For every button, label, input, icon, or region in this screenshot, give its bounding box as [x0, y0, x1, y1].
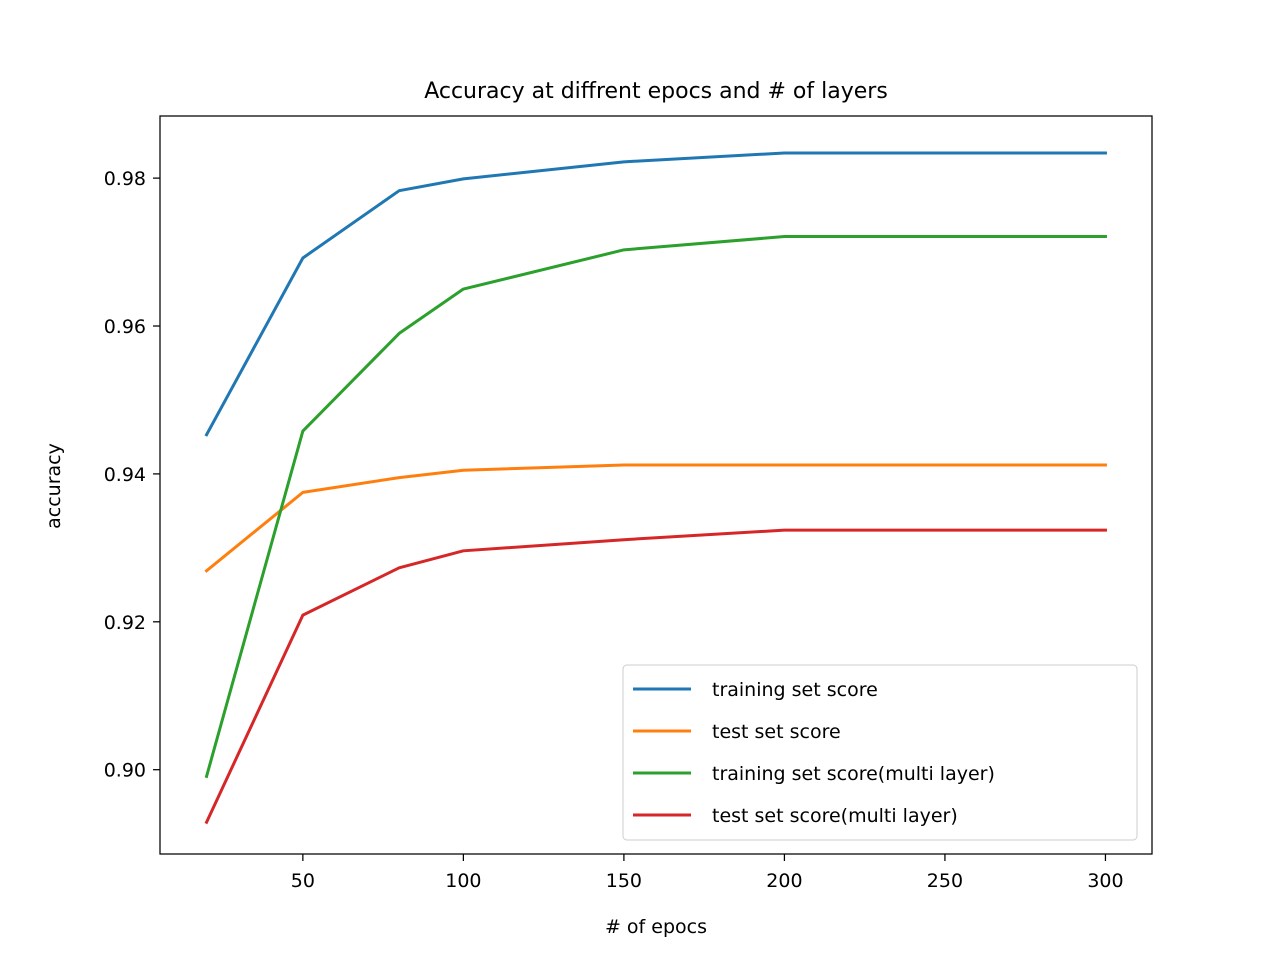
series-line-test-set-score: [204, 463, 1107, 573]
y-tick-label: 0.94: [104, 464, 146, 486]
legend-box: [622, 664, 1138, 841]
plot-frame: [159, 115, 1153, 855]
x-tick-label: 300: [1087, 870, 1123, 892]
y-tick-label: 0.92: [104, 612, 146, 634]
series-lines: [204, 151, 1107, 825]
series-line-test-set-score-multi-layer: [204, 528, 1107, 825]
legend: training set score test set score training…: [622, 664, 1138, 841]
legend-label-test-set-score-multi-layer: test set score(multi layer): [712, 805, 958, 827]
series-line-training-set-score: [204, 151, 1107, 437]
legend-label-training-set-score: training set score: [712, 679, 878, 701]
y-tick-label: 0.96: [104, 316, 146, 338]
x-tick-label: 100: [445, 870, 481, 892]
y-axis-label: accuracy: [43, 443, 65, 529]
legend-label-test-set-score: test set score: [712, 721, 841, 743]
legend-label-training-set-score-multi-layer: training set score(multi layer): [712, 763, 995, 785]
x-tick-label: 50: [291, 870, 315, 892]
x-axis-ticks: 50 100 150 200 250 300: [291, 854, 1124, 892]
series-line-training-set-score-multi-layer: [204, 235, 1107, 779]
x-axis-label: # of epocs: [605, 916, 707, 938]
x-tick-label: 200: [766, 870, 802, 892]
y-tick-label: 0.98: [104, 168, 146, 190]
y-axis-ticks: 0.90 0.92 0.94 0.96 0.98: [104, 168, 160, 782]
chart-title: Accuracy at diffrent epocs and # of laye…: [424, 79, 888, 104]
x-tick-label: 150: [606, 870, 642, 892]
x-tick-label: 250: [927, 870, 963, 892]
y-tick-label: 0.90: [104, 760, 146, 782]
